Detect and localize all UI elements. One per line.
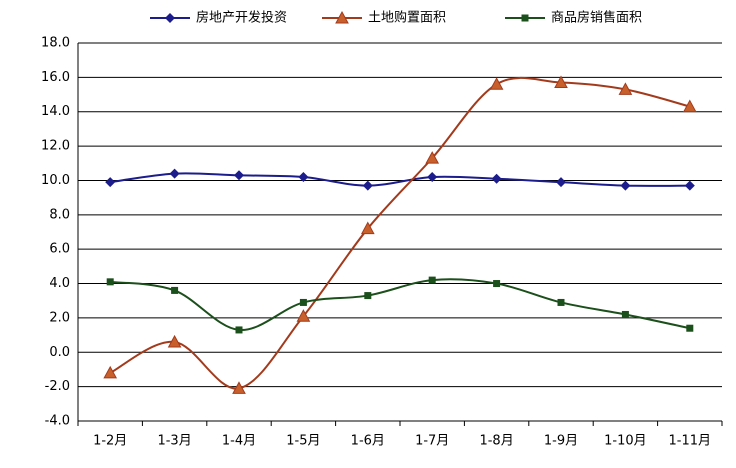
y-tick-label: 10.0 (41, 173, 70, 188)
data-point (554, 75, 568, 89)
data-point (103, 365, 118, 379)
x-tick-label: 1-8月 (479, 434, 513, 449)
data-point (620, 180, 631, 191)
x-tick-label: 1-10月 (604, 434, 647, 449)
legend-label: 土地购置面积 (368, 10, 446, 26)
y-tick-label: 18.0 (41, 36, 70, 51)
data-point (621, 310, 629, 318)
data-point (299, 298, 307, 306)
data-point (296, 309, 311, 322)
data-point (556, 177, 566, 188)
legend-label: 商品房销售面积 (551, 10, 642, 26)
data-point (493, 280, 501, 288)
x-tick-label: 1-7月 (415, 434, 449, 449)
x-tick-label: 1-6月 (351, 434, 385, 449)
x-tick-label: 1-11月 (669, 434, 712, 449)
data-point (169, 168, 180, 179)
y-tick-label: 8.0 (49, 207, 70, 222)
data-point (106, 278, 114, 286)
y-tick-label: -4.0 (45, 414, 70, 429)
y-tick-label: -2.0 (45, 379, 70, 394)
data-point (425, 151, 440, 164)
y-tick-label: 0.0 (49, 345, 70, 360)
data-point (171, 286, 179, 294)
data-point (686, 324, 694, 332)
data-point (234, 170, 244, 181)
y-tick-label: 16.0 (41, 70, 70, 85)
series-line (110, 172, 690, 187)
data-point (364, 292, 372, 300)
data-point (684, 180, 695, 191)
data-point (427, 172, 438, 183)
data-point (298, 172, 309, 183)
x-tick-label: 1-2月 (93, 434, 127, 449)
legend-marker (521, 14, 529, 22)
data-point (618, 82, 633, 95)
data-point (360, 221, 375, 235)
y-tick-label: 4.0 (49, 276, 70, 291)
x-tick-label: 1-9月 (544, 434, 578, 449)
x-tick-label: 1-4月 (222, 434, 256, 449)
data-point (235, 326, 243, 334)
x-tick-label: 1-3月 (157, 434, 191, 449)
series-line (110, 278, 691, 331)
data-point (682, 99, 697, 113)
y-tick-label: 2.0 (49, 310, 70, 325)
data-point (557, 298, 565, 306)
data-point (105, 177, 116, 188)
data-point (362, 180, 373, 191)
data-point (232, 381, 246, 394)
legend-marker (335, 10, 349, 24)
data-point (489, 77, 504, 90)
legend-marker (165, 13, 175, 23)
y-tick-label: 12.0 (41, 139, 70, 154)
data-point (428, 276, 436, 284)
data-point (167, 334, 182, 348)
data-point (491, 173, 502, 184)
series-line (109, 77, 691, 390)
y-tick-label: 6.0 (49, 242, 70, 257)
y-tick-label: 14.0 (41, 104, 70, 119)
legend-label: 房地产开发投资 (196, 10, 287, 26)
x-tick-label: 1-5月 (286, 434, 320, 449)
